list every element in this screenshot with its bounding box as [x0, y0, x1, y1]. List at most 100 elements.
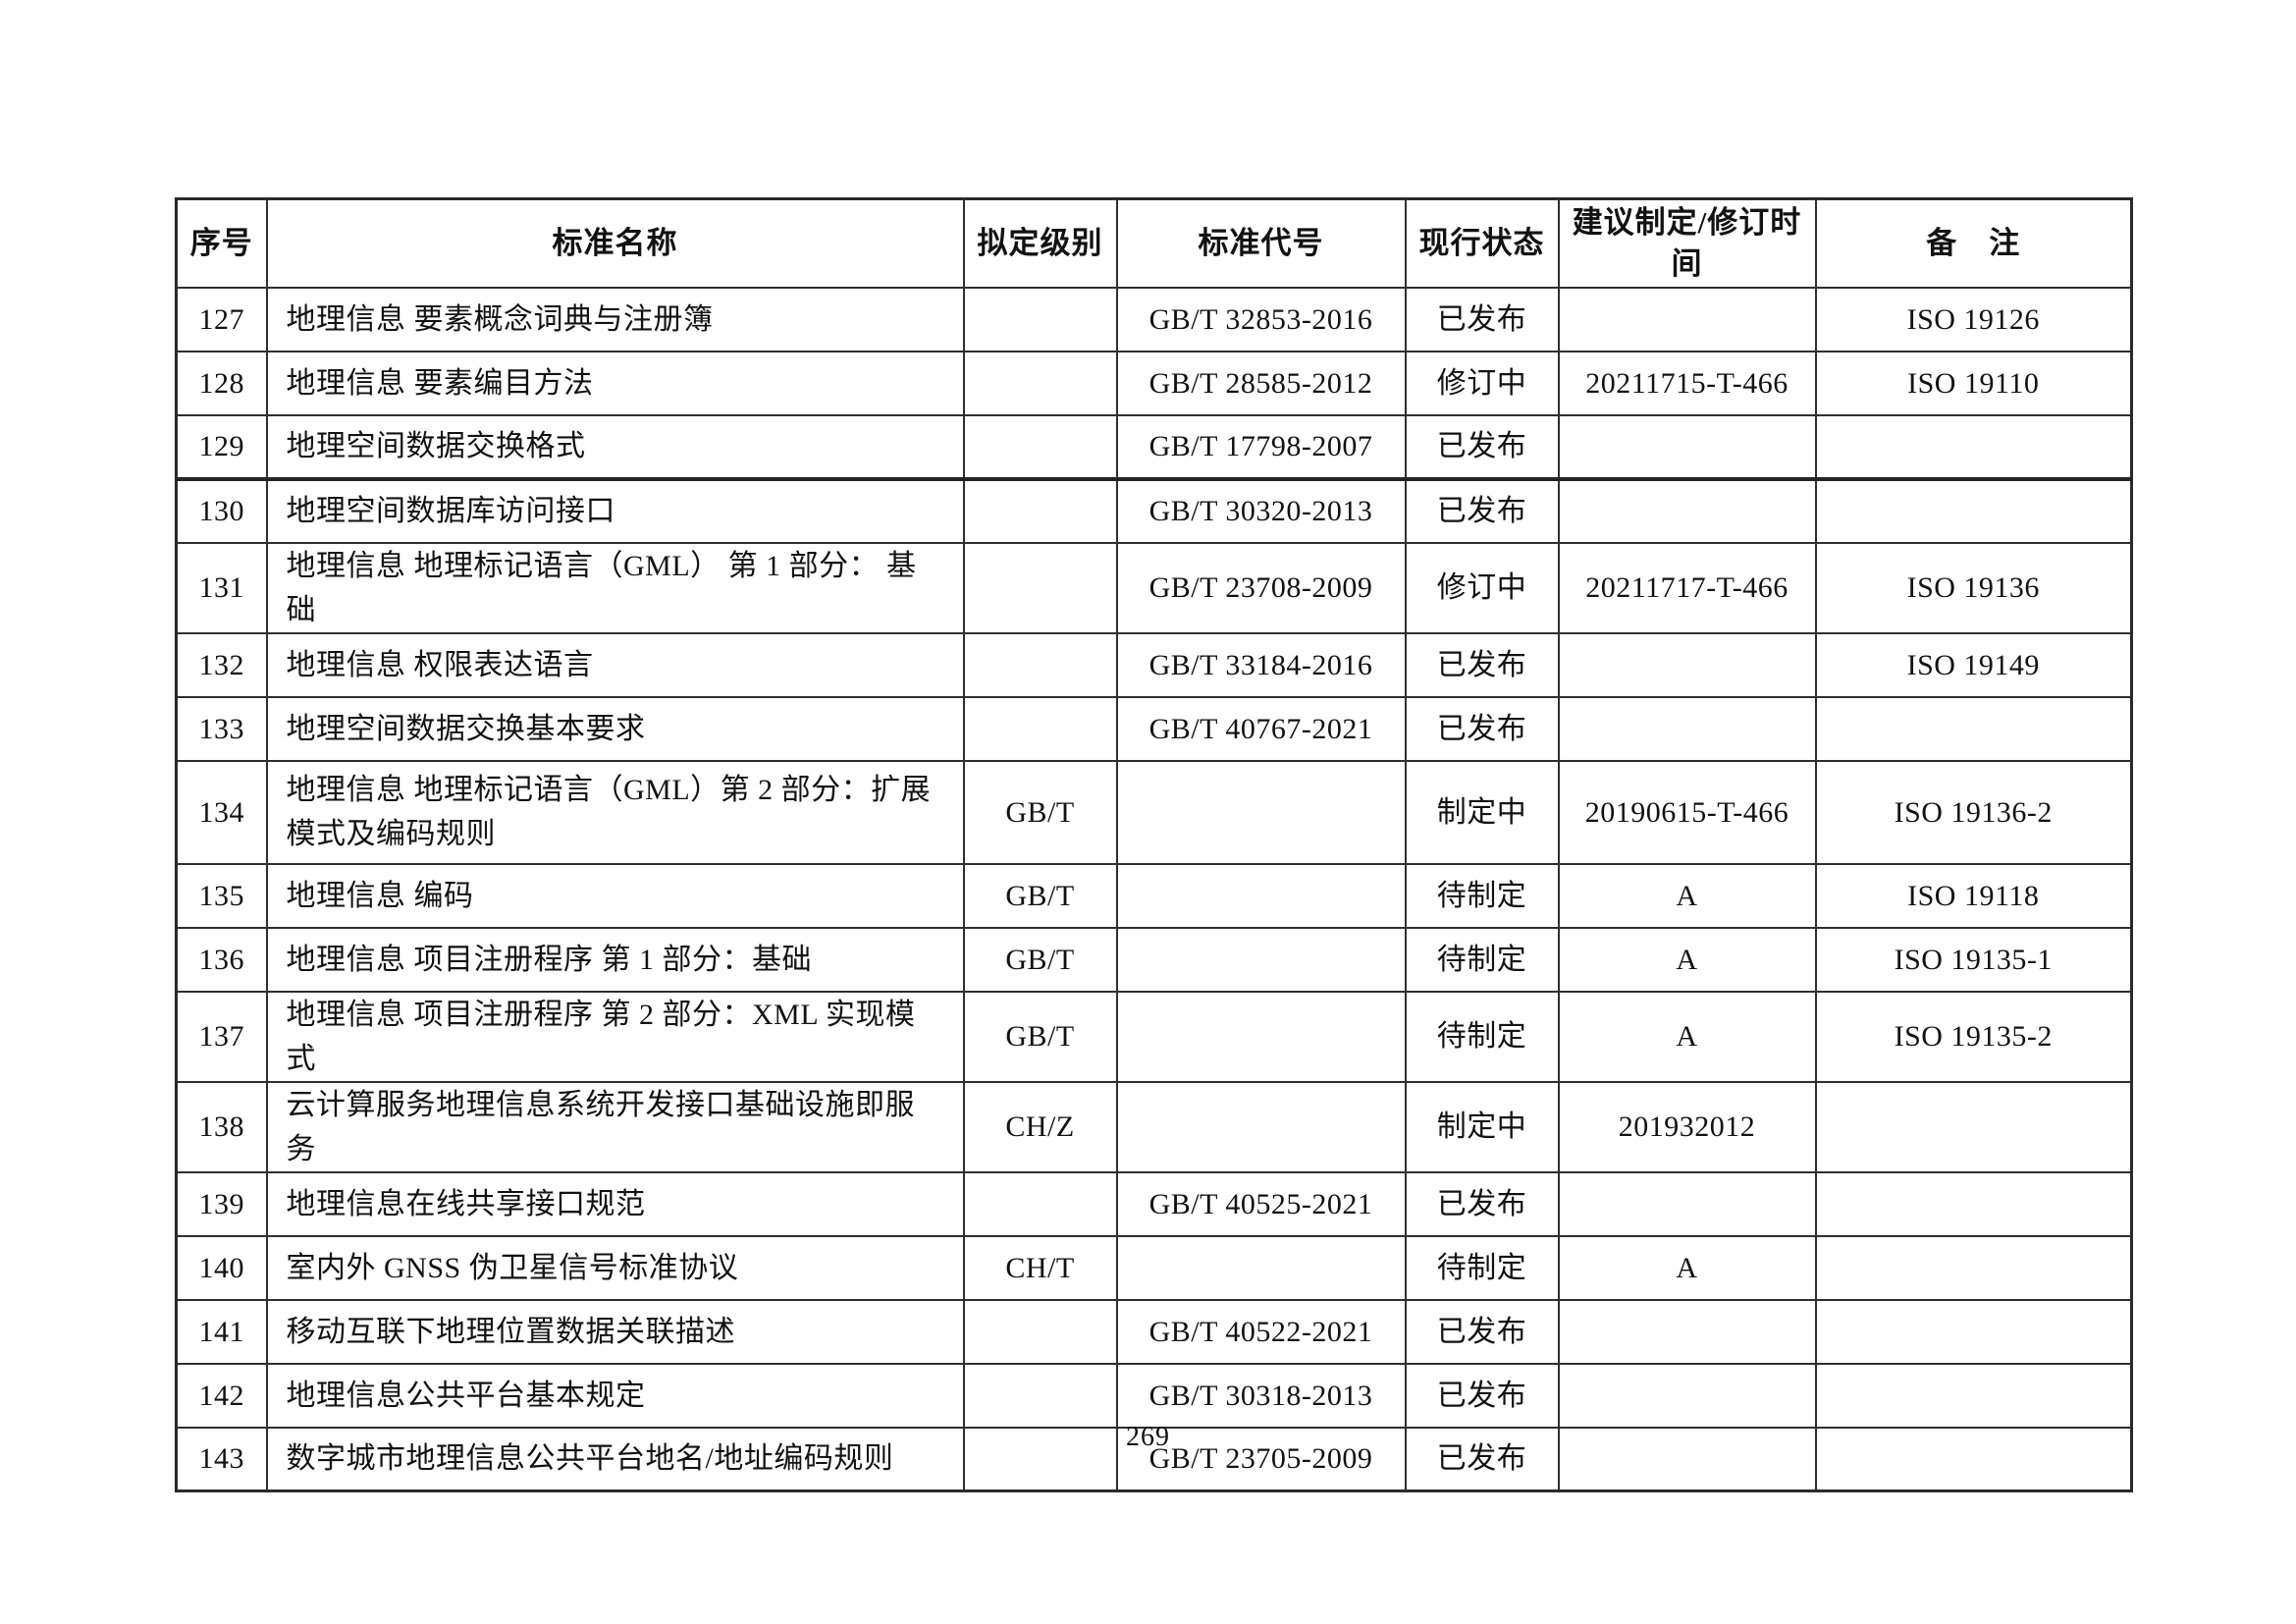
cell-current-status: 已发布: [1404, 1170, 1560, 1237]
cell-standard-code: GB/T 30320-2013: [1115, 476, 1407, 544]
standards-table: 序号 标准名称 拟定级别 标准代号 现行状态 建议制定/修订时间 备 注 127…: [175, 197, 2133, 1492]
cell-standard-code: [1115, 862, 1407, 929]
table-row: 127 地理信息 要素概念词典与注册簿 GB/T 32853-2016 已发布 …: [175, 286, 2133, 352]
cell-standard-code: [1115, 759, 1407, 865]
cell-standard-code: GB/T 32853-2016: [1115, 286, 1407, 352]
header-suggested-time: 建议制定/修订时间: [1557, 197, 1817, 289]
cell-remark: ISO 19136: [1814, 541, 2133, 634]
table-row: 138 云计算服务地理信息系统开发接口基础设施即服务 CH/Z 制定中 2019…: [175, 1080, 2133, 1173]
cell-proposed-level: [962, 1170, 1118, 1237]
cell-standard-name: 地理信息 项目注册程序 第 1 部分：基础: [265, 926, 965, 993]
cell-standard-code: [1115, 990, 1407, 1083]
cell-proposed-level: CH/Z: [962, 1080, 1118, 1173]
cell-standard-name: 地理信息 要素概念词典与注册簿: [265, 286, 965, 352]
cell-remark: [1814, 476, 2133, 544]
cell-standard-code: GB/T 40522-2021: [1115, 1298, 1407, 1365]
cell-suggested-time: [1557, 1426, 1817, 1492]
cell-proposed-level: GB/T: [962, 990, 1118, 1083]
cell-suggested-time: 20211717-T-466: [1557, 541, 1817, 634]
cell-index: 131: [175, 541, 268, 634]
cell-standard-name: 地理信息公共平台基本规定: [265, 1362, 965, 1429]
cell-remark: [1814, 695, 2133, 762]
cell-proposed-level: [962, 413, 1118, 480]
table-row: 142 地理信息公共平台基本规定 GB/T 30318-2013 已发布: [175, 1362, 2133, 1429]
header-standard-name: 标准名称: [265, 197, 965, 289]
cell-current-status: 修订中: [1404, 350, 1560, 416]
cell-suggested-time: 201932012: [1557, 1080, 1817, 1173]
cell-current-status: 已发布: [1404, 413, 1560, 480]
table-row: 136 地理信息 项目注册程序 第 1 部分：基础 GB/T 待制定 A ISO…: [175, 926, 2133, 993]
cell-index: 128: [175, 350, 268, 416]
cell-index: 127: [175, 286, 268, 352]
cell-current-status: 已发布: [1404, 631, 1560, 698]
cell-current-status: 制定中: [1404, 759, 1560, 865]
cell-proposed-level: [962, 1298, 1118, 1365]
table-row: 129 地理空间数据交换格式 GB/T 17798-2007 已发布: [175, 413, 2133, 480]
cell-standard-code: GB/T 17798-2007: [1115, 413, 1407, 480]
cell-current-status: 已发布: [1404, 1362, 1560, 1429]
cell-standard-name: 地理信息 地理标记语言（GML） 第 1 部分： 基础: [265, 541, 965, 634]
cell-suggested-time: [1557, 695, 1817, 762]
cell-standard-code: [1115, 1080, 1407, 1173]
header-proposed-level: 拟定级别: [962, 197, 1118, 289]
cell-index: 129: [175, 413, 268, 480]
cell-standard-name: 地理信息 编码: [265, 862, 965, 929]
cell-remark: [1814, 1362, 2133, 1429]
cell-suggested-time: [1557, 631, 1817, 698]
cell-current-status: 已发布: [1404, 1298, 1560, 1365]
cell-current-status: 修订中: [1404, 541, 1560, 634]
cell-suggested-time: 20190615-T-466: [1557, 759, 1817, 865]
cell-suggested-time: [1557, 1362, 1817, 1429]
table-row: 130 地理空间数据库访问接口 GB/T 30320-2013 已发布: [175, 476, 2133, 544]
cell-current-status: 待制定: [1404, 1234, 1560, 1301]
table-row: 133 地理空间数据交换基本要求 GB/T 40767-2021 已发布: [175, 695, 2133, 762]
cell-index: 139: [175, 1170, 268, 1237]
cell-suggested-time: [1557, 1298, 1817, 1365]
cell-standard-code: [1115, 1234, 1407, 1301]
cell-remark: [1814, 1426, 2133, 1492]
cell-current-status: 已发布: [1404, 286, 1560, 352]
table-row: 140 室内外 GNSS 伪卫星信号标准协议 CH/T 待制定 A: [175, 1234, 2133, 1301]
cell-proposed-level: [962, 1426, 1118, 1492]
cell-standard-name: 地理信息 要素编目方法: [265, 350, 965, 416]
cell-remark: ISO 19136-2: [1814, 759, 2133, 865]
cell-index: 142: [175, 1362, 268, 1429]
cell-current-status: 待制定: [1404, 926, 1560, 993]
cell-current-status: 已发布: [1404, 476, 1560, 544]
cell-standard-name: 地理空间数据库访问接口: [265, 476, 965, 544]
cell-standard-code: GB/T 23708-2009: [1115, 541, 1407, 634]
cell-current-status: 已发布: [1404, 1426, 1560, 1492]
cell-remark: [1814, 1298, 2133, 1365]
cell-remark: ISO 19135-1: [1814, 926, 2133, 993]
cell-standard-code: GB/T 23705-2009: [1115, 1426, 1407, 1492]
cell-index: 140: [175, 1234, 268, 1301]
table-row: 137 地理信息 项目注册程序 第 2 部分：XML 实现模式 GB/T 待制定…: [175, 990, 2133, 1083]
cell-current-status: 待制定: [1404, 990, 1560, 1083]
cell-suggested-time: [1557, 476, 1817, 544]
table-row: 135 地理信息 编码 GB/T 待制定 A ISO 19118: [175, 862, 2133, 929]
cell-proposed-level: CH/T: [962, 1234, 1118, 1301]
header-index: 序号: [175, 197, 268, 289]
cell-standard-code: GB/T 33184-2016: [1115, 631, 1407, 698]
cell-current-status: 待制定: [1404, 862, 1560, 929]
cell-remark: [1814, 1234, 2133, 1301]
cell-standard-name: 室内外 GNSS 伪卫星信号标准协议: [265, 1234, 965, 1301]
cell-index: 138: [175, 1080, 268, 1173]
cell-index: 134: [175, 759, 268, 865]
cell-standard-name: 地理信息 地理标记语言（GML）第 2 部分：扩展模式及编码规则: [265, 759, 965, 865]
cell-standard-name: 地理信息在线共享接口规范: [265, 1170, 965, 1237]
cell-index: 132: [175, 631, 268, 698]
table-row: 139 地理信息在线共享接口规范 GB/T 40525-2021 已发布: [175, 1170, 2133, 1237]
cell-suggested-time: A: [1557, 1234, 1817, 1301]
cell-standard-name: 云计算服务地理信息系统开发接口基础设施即服务: [265, 1080, 965, 1173]
cell-remark: ISO 19126: [1814, 286, 2133, 352]
cell-proposed-level: [962, 1362, 1118, 1429]
cell-proposed-level: GB/T: [962, 862, 1118, 929]
cell-index: 130: [175, 476, 268, 544]
cell-standard-code: GB/T 28585-2012: [1115, 350, 1407, 416]
table-header-row: 序号 标准名称 拟定级别 标准代号 现行状态 建议制定/修订时间 备 注: [175, 197, 2133, 289]
cell-suggested-time: 20211715-T-466: [1557, 350, 1817, 416]
table-row: 134 地理信息 地理标记语言（GML）第 2 部分：扩展模式及编码规则 GB/…: [175, 759, 2133, 865]
header-current-status: 现行状态: [1404, 197, 1560, 289]
